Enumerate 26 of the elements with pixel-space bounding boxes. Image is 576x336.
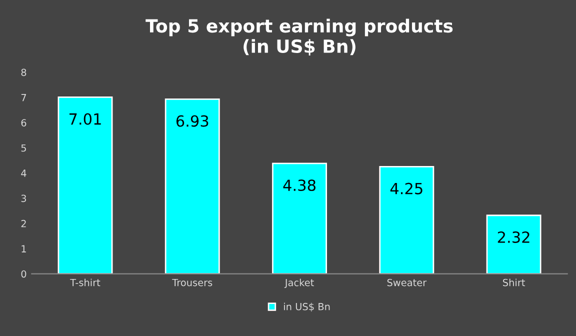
y-tick-label: 4 [21, 170, 26, 177]
x-tick-label: T-shirt [70, 278, 100, 286]
y-tick-label: 6 [21, 119, 26, 126]
x-tick-label: Trousers [172, 279, 212, 286]
x-tick-label: Sweater [387, 278, 427, 286]
data-label: 4.38 [283, 180, 316, 192]
bar [486, 214, 542, 274]
bar [58, 96, 113, 274]
chart-title: Top 5 export earning products (in US$ Bn) [146, 18, 453, 56]
y-tick-label: 0 [21, 270, 26, 278]
legend-label: in US$ Bn [284, 302, 330, 312]
x-tick-label: Jacket [284, 278, 314, 288]
bar [272, 162, 327, 274]
y-tick-label: 7 [21, 94, 26, 102]
bar [379, 166, 434, 274]
data-label: 2.32 [498, 231, 530, 243]
bar [164, 98, 220, 274]
data-label: 7.01 [69, 113, 101, 125]
y-tick-label: 2 [21, 220, 26, 228]
data-label: 4.25 [390, 182, 422, 194]
y-tick-label: 5 [21, 144, 26, 152]
y-tick-label: 1 [22, 245, 26, 252]
x-tick-label: Shirt [503, 278, 525, 286]
y-tick-label: 3 [21, 194, 26, 202]
y-tick-label: 8 [21, 68, 26, 76]
data-label: 6.93 [176, 115, 208, 127]
